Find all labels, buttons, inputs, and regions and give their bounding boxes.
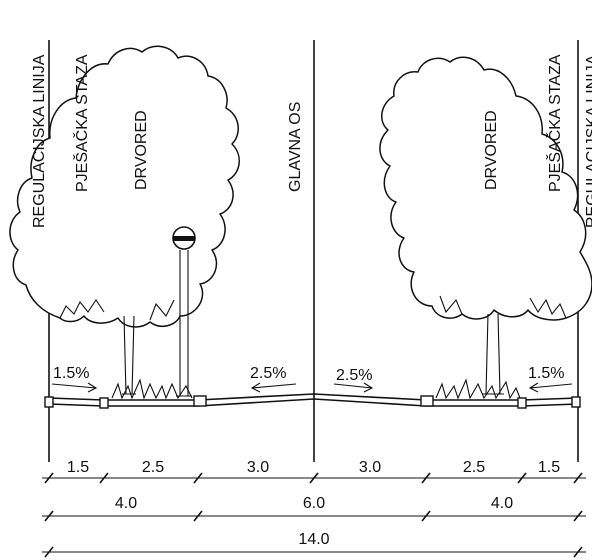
slope-label-left-path: 1.5% <box>53 365 89 382</box>
road-surface-top <box>197 393 427 401</box>
right-footpath-surface <box>521 397 579 407</box>
dimension-row-1: 1.5 2.5 3.0 3.0 2.5 1.5 <box>42 459 586 484</box>
grass-left <box>111 378 193 400</box>
dim-1-seg-1: 1.5 <box>67 459 89 476</box>
tree-right-branches <box>439 295 567 319</box>
dim-3-total: 14.0 <box>298 531 329 548</box>
dim-ticks-2 <box>44 510 583 522</box>
slope-arrow-left-road <box>250 382 297 393</box>
label-footpath-left: PJEŠAČKA STAZA <box>72 54 91 192</box>
label-tree-row-left: DRVORED <box>133 110 150 190</box>
left-footpath-surface <box>48 397 105 407</box>
tree-left <box>9 45 240 395</box>
curb-left-outer <box>44 396 54 408</box>
curb-right-road <box>420 395 434 407</box>
slope-arrow-left-path <box>51 382 98 393</box>
tree-left-canopy <box>9 45 240 328</box>
dim-1-seg-2: 2.5 <box>142 459 164 476</box>
right-tree-strip-surface <box>426 399 522 407</box>
dim-1-seg-6: 1.5 <box>538 459 560 476</box>
grass-right <box>435 378 521 400</box>
curb-right-path <box>517 397 527 409</box>
street-lamp <box>172 226 196 397</box>
dim-2-seg-1: 4.0 <box>115 495 137 512</box>
dim-1-seg-5: 2.5 <box>463 459 485 476</box>
lamp-pole <box>176 250 192 397</box>
dim-2-seg-2: 6.0 <box>303 495 325 512</box>
ground-profile <box>44 393 581 409</box>
dimension-row-2: 4.0 6.0 4.0 <box>42 495 586 522</box>
tree-right-trunk <box>482 313 504 395</box>
curb-left-path <box>99 397 109 409</box>
curb-right-outer <box>571 396 581 408</box>
label-regulation-line-right: REGULACIJSKA LINIJA <box>584 54 592 228</box>
tree-right-canopy <box>379 56 592 321</box>
slope-arrow-right-road <box>333 382 374 393</box>
lamp-band <box>173 236 195 241</box>
dim-1-seg-3: 3.0 <box>247 459 269 476</box>
dim-1-seg-4: 3.0 <box>359 459 381 476</box>
slope-label-right-road: 2.5% <box>336 367 372 384</box>
slope-indicators: 1.5% 2.5% 2.5% 1.5% <box>51 365 573 393</box>
dim-ticks-1 <box>44 472 583 484</box>
label-footpath-right: PJEŠAČKA STAZA <box>545 54 564 192</box>
slope-arrow-right-path <box>528 382 573 393</box>
road-surface-bottom <box>197 398 427 407</box>
slope-label-right-path: 1.5% <box>528 365 564 382</box>
label-tree-row-right: DRVORED <box>483 110 500 190</box>
tree-left-branches <box>59 299 175 321</box>
tree-right <box>379 56 592 395</box>
left-tree-strip-surface <box>104 399 198 407</box>
slope-label-left-road: 2.5% <box>250 365 286 382</box>
curb-left-road <box>193 395 207 407</box>
dim-ticks-3 <box>44 546 583 558</box>
dim-2-seg-3: 4.0 <box>491 495 513 512</box>
label-regulation-line-left: REGULACIJSKA LINIJA <box>31 54 48 228</box>
dimension-row-3: 14.0 <box>42 531 586 558</box>
label-main-axis: GLAVNA OS <box>287 102 304 192</box>
tree-left-trunk <box>122 315 136 395</box>
